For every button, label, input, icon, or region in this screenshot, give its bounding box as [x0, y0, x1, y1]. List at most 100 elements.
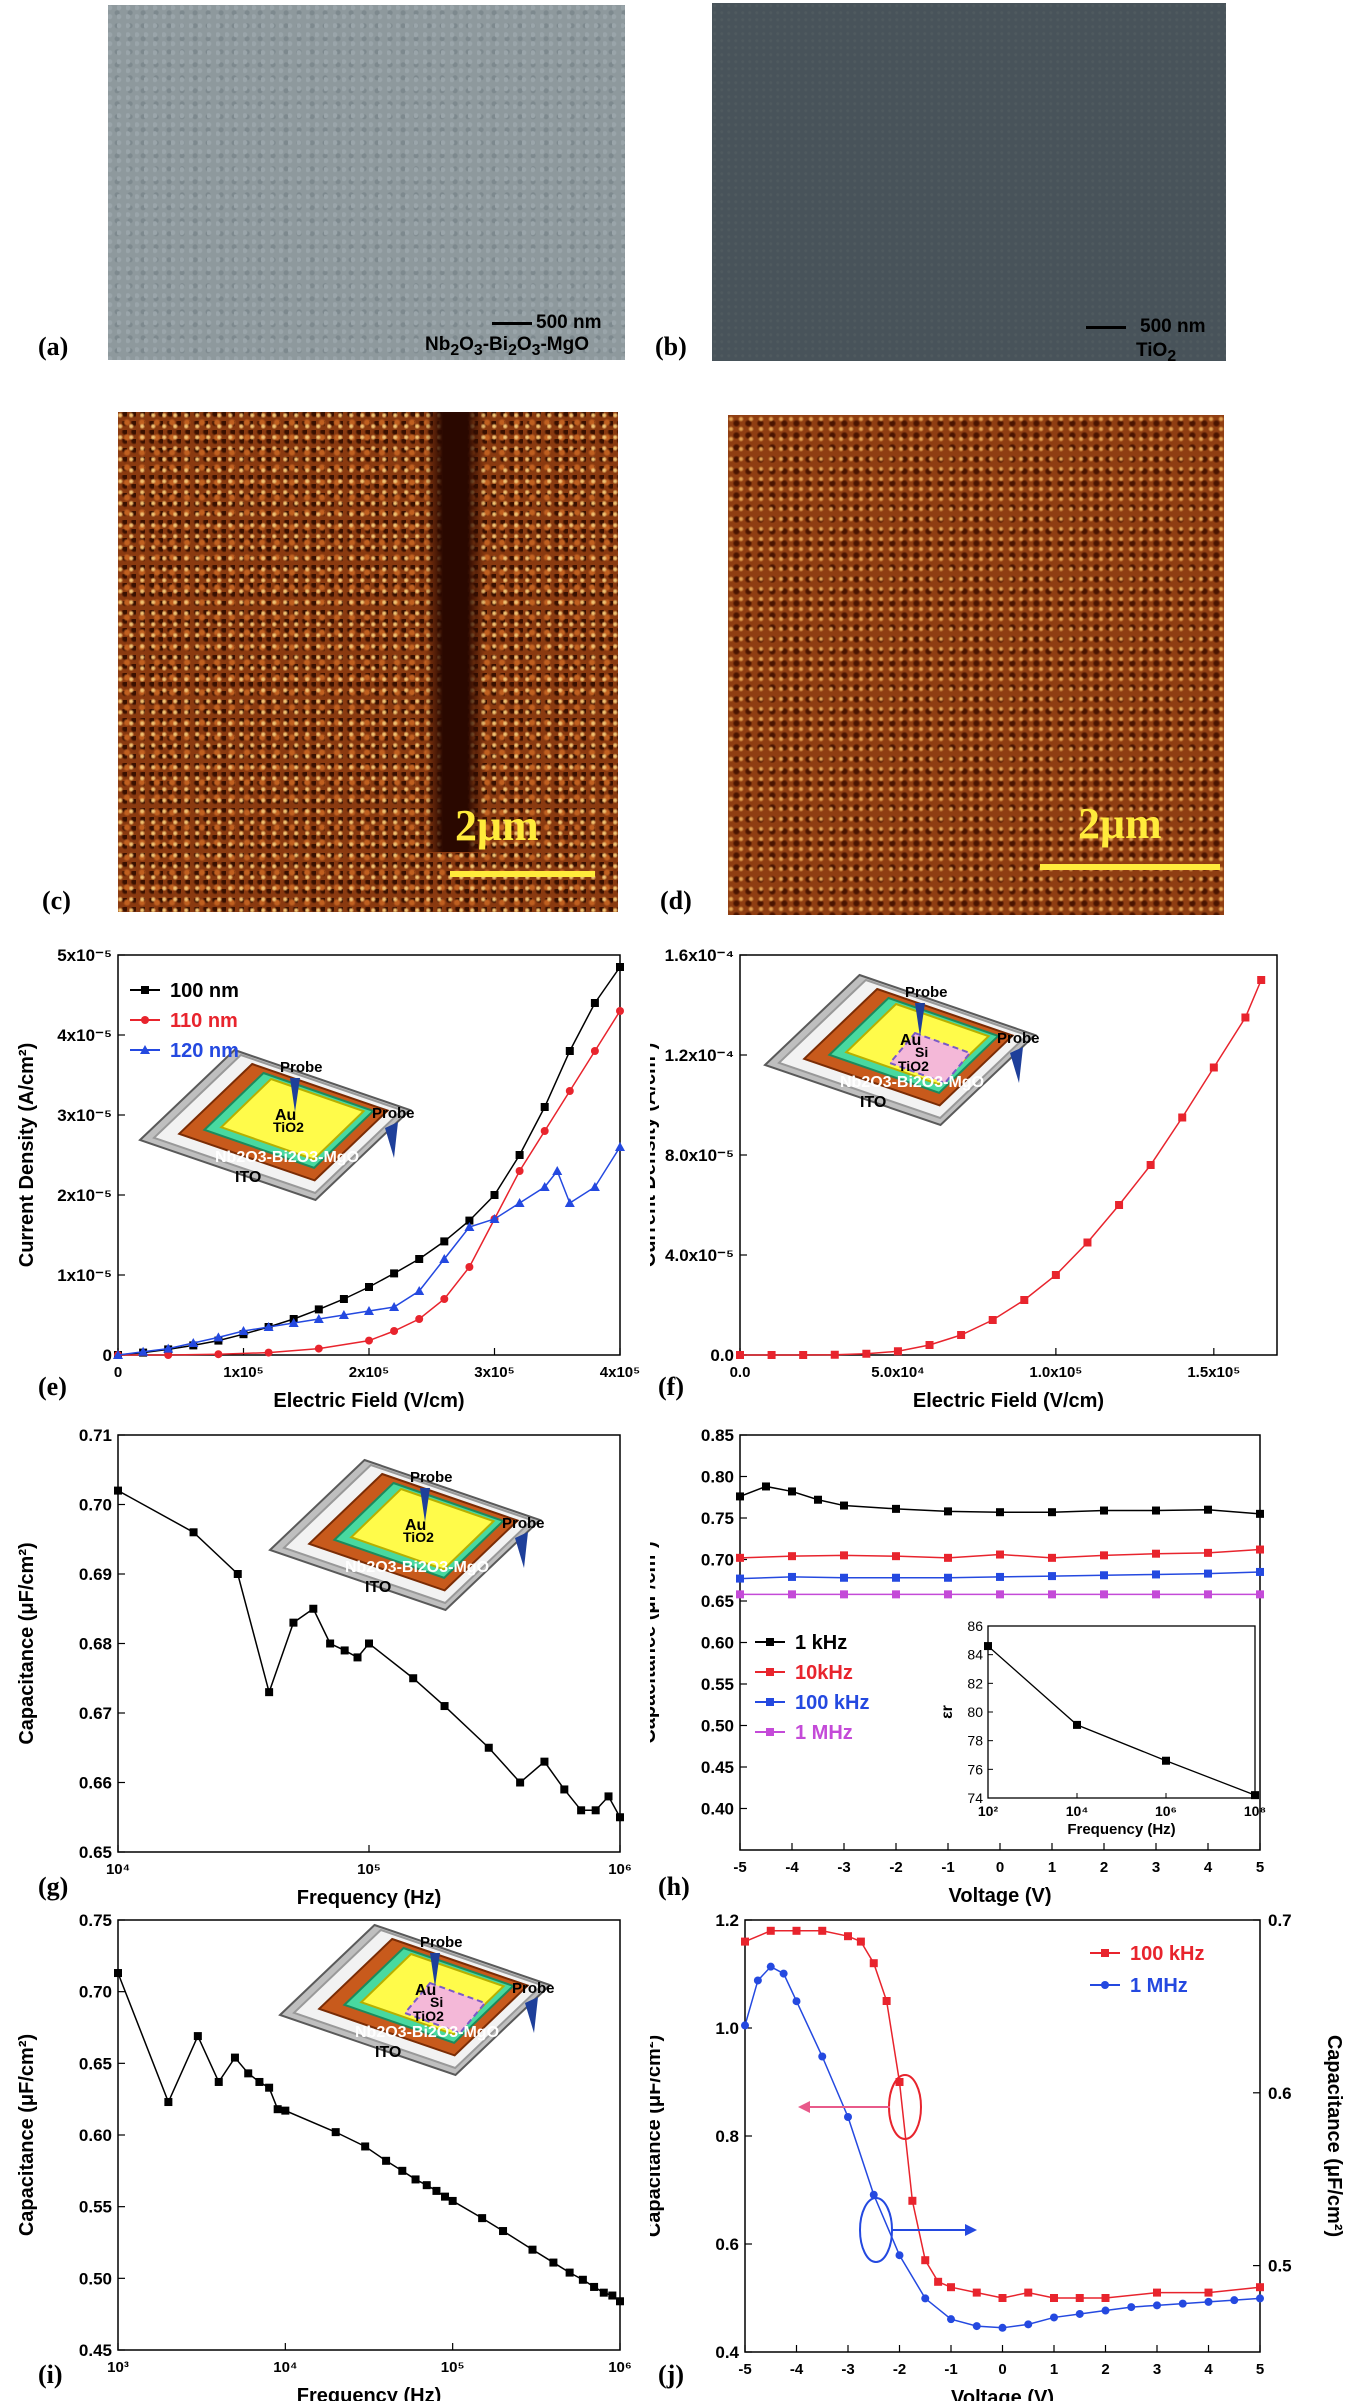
data-point — [1100, 1571, 1108, 1580]
y-tick-label: 0.66 — [79, 1774, 112, 1793]
y-tick-label: 0.69 — [79, 1565, 112, 1584]
data-point — [944, 1507, 952, 1516]
legend-marker — [1101, 1981, 1109, 1989]
inset-point — [984, 1642, 992, 1651]
data-point — [448, 2196, 457, 2205]
data-point — [908, 2196, 917, 2205]
data-point — [560, 1785, 569, 1794]
x-tick-label: 4x10⁵ — [600, 1364, 640, 1381]
data-point — [314, 1305, 323, 1314]
data-point — [1048, 1572, 1056, 1581]
inset-x-tick-label: 10⁴ — [1066, 1803, 1089, 1819]
x-tick-label: -1 — [944, 2361, 957, 2378]
inset-y-label: εr — [939, 1705, 956, 1719]
scale-bar-c — [450, 871, 595, 877]
data-point — [1204, 1590, 1212, 1599]
si-layer — [888, 1031, 972, 1085]
inset-pet-label: PET — [857, 1112, 888, 1129]
legend-marker — [766, 1638, 774, 1646]
inset-tio2-label: TiO2 — [413, 2008, 444, 2024]
data-point — [552, 1166, 563, 1175]
scale-text-c: 2μm — [455, 801, 539, 850]
data-point — [998, 2323, 1007, 2332]
probe-icon — [525, 1997, 538, 2033]
data-point — [138, 1346, 149, 1356]
inset-y-tick-label: 84 — [967, 1647, 983, 1663]
data-point — [499, 2227, 508, 2236]
y-tick-label: 0.67 — [79, 1704, 112, 1723]
data-point — [788, 1590, 796, 1599]
data-point — [540, 1757, 549, 1766]
sem-image-b — [712, 3, 1226, 361]
data-point — [465, 1216, 474, 1225]
x-tick-label: 10⁶ — [608, 2359, 632, 2376]
data-point — [616, 963, 624, 971]
legend-marker — [766, 1668, 774, 1676]
scale-text-d: 2μm — [1078, 799, 1162, 848]
arrow-head-icon — [965, 2224, 977, 2236]
y-tick-label: 0.55 — [79, 2198, 112, 2217]
legend-label: 100 kHz — [795, 1692, 870, 1714]
y-tick-label: 0.68 — [79, 1635, 112, 1654]
data-point — [1153, 2288, 1161, 2297]
y-tick-label: 0.45 — [79, 2341, 112, 2360]
data-point — [599, 2288, 608, 2297]
legend-label: 1 MHz — [1130, 1975, 1188, 1997]
legend-marker — [766, 1698, 774, 1706]
series-line — [744, 1965, 1261, 2329]
y-axis-label: Current Density (A/cm²) — [16, 1043, 38, 1267]
data-point — [484, 1743, 493, 1752]
data-point — [409, 1674, 418, 1683]
x-tick-label: 0 — [996, 1859, 1004, 1876]
x-tick-label: 5 — [1256, 2361, 1264, 2378]
data-point — [814, 1495, 822, 1504]
data-point — [862, 1349, 871, 1358]
data-point — [549, 2258, 558, 2267]
data-point — [736, 1590, 744, 1599]
legend-label: 10kHz — [795, 1662, 853, 1684]
afm-image-d — [728, 415, 1224, 915]
data-point — [1075, 2309, 1084, 2318]
inset-point — [1251, 1791, 1259, 1800]
data-point — [193, 2032, 202, 2041]
data-point — [604, 1792, 613, 1801]
legend-e: 100 nm 110 nm 120 nm — [130, 980, 239, 1062]
data-point — [944, 1573, 952, 1582]
x-tick-label: -4 — [790, 2361, 804, 2378]
data-point — [213, 1332, 224, 1342]
x-tick-label: -2 — [893, 2361, 906, 2378]
data-point — [1152, 1506, 1160, 1515]
data-point — [422, 2181, 431, 2190]
data-point — [516, 1778, 525, 1787]
data-point — [1051, 1271, 1060, 1279]
data-point — [490, 1191, 499, 1199]
inset-pet-label: PET — [232, 1187, 263, 1204]
si-layer — [403, 1981, 487, 2035]
data-point — [163, 1343, 174, 1353]
x-tick-label: 1 — [1050, 2361, 1058, 2378]
legend-marker — [766, 1728, 774, 1736]
data-point — [539, 1182, 550, 1191]
scale-bar-a — [492, 322, 532, 325]
data-point — [895, 2251, 904, 2260]
data-point — [869, 2190, 878, 2199]
x-axis-label: Electric Field (V/cm) — [273, 1390, 464, 1412]
data-point — [1048, 1553, 1056, 1562]
inset-tio2-label: TiO2 — [403, 1529, 434, 1545]
data-point — [238, 1326, 249, 1335]
chart-f: 0.0 5.0x10⁴ 1.0x10⁵ 1.5x10⁵ 0.0 4.0x10⁻⁵ 8.0x1… — [650, 946, 1278, 1412]
y-tick-label: 0.65 — [701, 1592, 734, 1611]
data-point — [615, 1142, 625, 1151]
au-layer — [349, 1487, 496, 1571]
data-point — [1050, 2313, 1058, 2322]
y-axis-label: Capacitance (μF/cm²) — [650, 2035, 665, 2237]
y-tick-label: 0.50 — [79, 2269, 112, 2288]
chart-g: 10⁴ 10⁵ 10⁶ 0.65 0.66 0.67 0.68 0.69 0.70 0.71 Fre… — [16, 1426, 632, 1909]
data-point — [265, 2083, 274, 2092]
inset-ito-label: ITO — [235, 1169, 261, 1186]
y-tick-label: 0.6 — [715, 2235, 739, 2254]
data-point — [1024, 2320, 1033, 2329]
data-point — [895, 2078, 904, 2086]
data-point — [464, 1222, 475, 1231]
data-point — [1146, 1161, 1155, 1169]
